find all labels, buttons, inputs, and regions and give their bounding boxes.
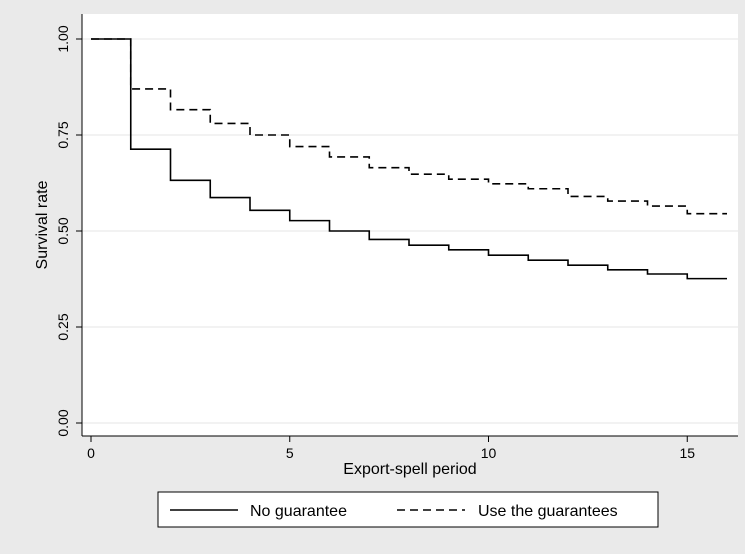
x-tick-label-3: 15 (679, 445, 695, 461)
series-lines (91, 38, 727, 280)
y-ticks: 0.00 0.25 0.50 0.75 1.00 (55, 25, 82, 437)
legend-label-use-guarantees: Use the guarantees (478, 503, 618, 520)
grid-lines (82, 38, 738, 424)
y-tick-label-3: 0.75 (55, 121, 71, 148)
x-tick-label-2: 10 (481, 445, 497, 461)
y-tick-label-4: 1.00 (55, 25, 71, 52)
x-tick-label-0: 0 (87, 445, 95, 461)
legend: No guarantee Use the guarantees (157, 491, 659, 528)
legend-label-no-guarantee: No guarantee (250, 503, 347, 520)
x-tick-label-1: 5 (286, 445, 294, 461)
x-ticks: 0 5 10 15 (87, 436, 695, 461)
y-tick-label-1: 0.25 (55, 313, 71, 340)
series-line-no-guarantee (91, 38, 727, 280)
y-tick-label-0: 0.00 (55, 409, 71, 436)
plot-area-background (82, 14, 738, 436)
axes (81, 14, 738, 437)
x-axis-label: Export-spell period (343, 461, 476, 478)
y-tick-label-2: 0.50 (55, 217, 71, 244)
legend-box (157, 491, 659, 528)
y-axis-label: Survival rate (34, 180, 51, 269)
series-line-use-guarantees (91, 38, 727, 215)
